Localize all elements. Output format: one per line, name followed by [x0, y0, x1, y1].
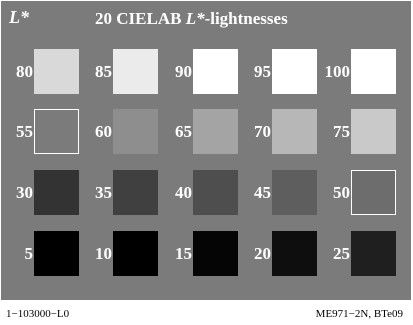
lightness-cell: 70 — [239, 109, 319, 154]
color-swatch — [34, 49, 79, 94]
lightness-value-label: 15 — [175, 244, 192, 263]
lightness-cell: 25 — [318, 231, 398, 276]
lightness-cell: 80 — [1, 49, 81, 94]
color-swatch — [193, 109, 238, 154]
lightness-cell: 45 — [239, 170, 319, 215]
color-swatch — [113, 109, 158, 154]
lightness-value-label: 45 — [254, 183, 271, 202]
lightness-chart-panel: L* 20 CIELAB L*-lightnesses 80 85 90 95 100 5… — [1, 1, 411, 300]
color-swatch — [351, 231, 396, 276]
color-swatch — [351, 109, 396, 154]
lightness-value-label: 85 — [95, 62, 112, 81]
color-swatch — [113, 49, 158, 94]
lightness-value-label: 80 — [16, 62, 33, 81]
color-swatch — [34, 170, 79, 215]
lightness-value-label: 55 — [16, 122, 33, 141]
lightness-value-label: 40 — [175, 183, 192, 202]
lightness-value-label: 5 — [24, 244, 34, 263]
footer-right-code: ME971−2N, BTe09 — [315, 308, 403, 320]
chart-title: 20 CIELAB L*-lightnesses — [95, 9, 288, 29]
lightness-cell: 95 — [239, 49, 319, 94]
lightness-value-label: 10 — [95, 244, 112, 263]
color-swatch — [113, 170, 158, 215]
lightness-cell: 10 — [80, 231, 160, 276]
lightness-value-label: 90 — [175, 62, 192, 81]
lightness-cell: 30 — [1, 170, 81, 215]
lightness-cell: 75 — [318, 109, 398, 154]
lightness-cell: 60 — [80, 109, 160, 154]
color-swatch — [272, 231, 317, 276]
lightness-value-label: 65 — [175, 122, 192, 141]
color-swatch — [272, 170, 317, 215]
lightness-value-label: 25 — [333, 244, 350, 263]
lightness-cell: 50 — [318, 170, 398, 215]
title-suffix: -lightnesses — [204, 9, 288, 28]
lightness-value-label: 60 — [95, 122, 112, 141]
lightness-value-label: 75 — [333, 122, 350, 141]
lightness-cell: 5 — [1, 231, 81, 276]
lightness-cell: 35 — [80, 170, 160, 215]
color-swatch — [193, 49, 238, 94]
title-prefix: 20 CIELAB — [95, 9, 186, 28]
color-swatch — [193, 231, 238, 276]
color-swatch — [351, 170, 396, 215]
lightness-cell: 85 — [80, 49, 160, 94]
color-swatch — [34, 231, 79, 276]
color-swatch — [34, 109, 79, 154]
lightness-value-label: 100 — [324, 62, 351, 81]
lightness-cell: 55 — [1, 109, 81, 154]
lightness-cell: 100 — [318, 49, 398, 94]
lightness-value-label: 30 — [16, 183, 33, 202]
lightness-cell: 40 — [160, 170, 240, 215]
color-swatch — [351, 49, 396, 94]
color-swatch — [113, 231, 158, 276]
title-variable: L* — [185, 9, 205, 28]
footer-left-code: 1−103000−L0 — [6, 308, 70, 320]
lightness-cell: 65 — [160, 109, 240, 154]
lightness-value-label: 35 — [95, 183, 112, 202]
lightness-value-label: 50 — [333, 183, 350, 202]
lightness-value-label: 70 — [254, 122, 271, 141]
lightness-cell: 20 — [239, 231, 319, 276]
lightness-cell: 15 — [160, 231, 240, 276]
lightness-value-label: 95 — [254, 62, 271, 81]
lightness-cell: 90 — [160, 49, 240, 94]
lightness-value-label: 20 — [254, 244, 271, 263]
color-swatch — [272, 109, 317, 154]
color-swatch — [193, 170, 238, 215]
corner-lightness-label: L* — [9, 7, 29, 27]
color-swatch — [272, 49, 317, 94]
